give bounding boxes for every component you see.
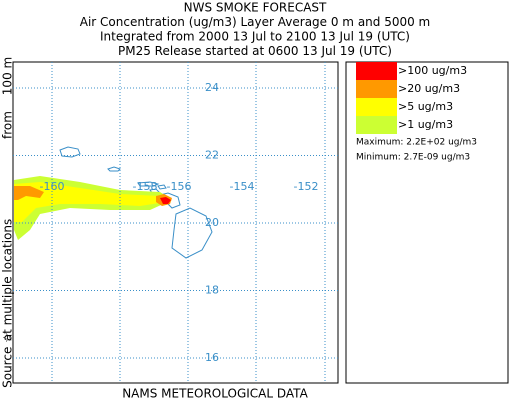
legend-label: >1 ug/m3 xyxy=(398,118,453,131)
side-label: at multiple locations xyxy=(1,219,15,342)
lat-label: 24 xyxy=(205,81,219,94)
legend-swatch xyxy=(356,80,397,98)
lon-label: -154 xyxy=(230,180,255,193)
side-label: 100 m xyxy=(1,57,15,95)
legend-label: >20 ug/m3 xyxy=(398,82,460,95)
side-label: Source ☆ xyxy=(1,332,15,388)
grid: 24 22 20 18 16 -160 -158 -156 -154 -152 xyxy=(13,62,338,383)
lon-label: -158 xyxy=(133,180,158,193)
lon-label: -160 xyxy=(40,180,65,193)
legend-swatch xyxy=(356,116,397,134)
header-line: PM25 Release started at 0600 13 Jul 19 (… xyxy=(118,44,392,58)
source-label: Source ☆at multiple locations from 100 m xyxy=(1,57,15,388)
header-line: NWS SMOKE FORECAST xyxy=(184,1,327,15)
lat-label: 22 xyxy=(205,149,219,162)
lat-label: 16 xyxy=(205,351,219,364)
legend-label: >100 ug/m3 xyxy=(398,64,467,77)
header-line: Integrated from 2000 13 Jul to 2100 13 J… xyxy=(100,30,410,44)
lat-label: 18 xyxy=(205,284,219,297)
side-label: from xyxy=(1,111,15,139)
header-line: Air Concentration (ug/m3) Layer Average … xyxy=(80,15,431,29)
legend-label: >5 ug/m3 xyxy=(398,100,453,113)
lon-label: -152 xyxy=(294,180,319,193)
lat-label: 20 xyxy=(205,216,219,229)
smoke-plume xyxy=(14,176,172,240)
legend-swatch xyxy=(356,62,397,80)
maximum: Maximum: 2.2E+02 ug/m3 xyxy=(356,138,477,148)
lon-label: -156 xyxy=(167,180,192,193)
legend: >100 ug/m3 >20 ug/m3 >5 ug/m3 >1 ug/m3 Maxim… xyxy=(356,62,477,163)
footer: NAMS METEOROLOGICAL DATA xyxy=(122,387,308,401)
legend-swatch xyxy=(356,98,397,116)
minimum: Minimum: 2.7E-09 ug/m3 xyxy=(356,153,470,163)
